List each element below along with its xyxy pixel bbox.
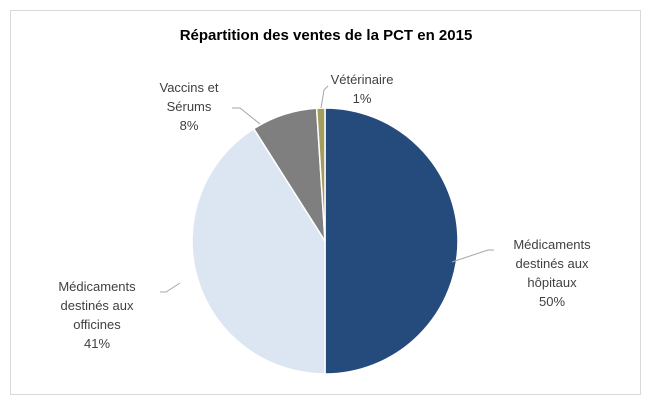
chart-title: Répartition des ventes de la PCT en 2015	[180, 27, 473, 44]
value-label: 8%	[179, 118, 199, 133]
category-label: Médicaments destinés aux hôpitaux	[513, 237, 591, 290]
pie-slice	[191, 127, 326, 375]
data-label: Médicaments destinés aux officines 41%	[40, 277, 154, 353]
leader-line	[451, 249, 494, 263]
data-label: Vaccins et Sérums 8%	[146, 78, 232, 135]
value-label: 41%	[83, 336, 111, 351]
leader-line	[232, 107, 261, 125]
category-label: Médicaments destinés aux officines	[58, 279, 136, 332]
category-label: Vétérinaire	[330, 72, 394, 87]
leader-line	[160, 282, 181, 293]
category-label: Vaccins et Sérums	[159, 80, 219, 114]
pie-slice	[315, 107, 326, 242]
data-label: Vétérinaire 1%	[310, 70, 414, 108]
value-label: 1%	[352, 91, 372, 106]
leader-line	[320, 85, 329, 109]
data-label: Médicaments destinés aux hôpitaux 50%	[500, 235, 604, 311]
leader-lines	[160, 85, 494, 293]
pie-slice	[324, 107, 459, 375]
value-label: 50%	[538, 294, 566, 309]
